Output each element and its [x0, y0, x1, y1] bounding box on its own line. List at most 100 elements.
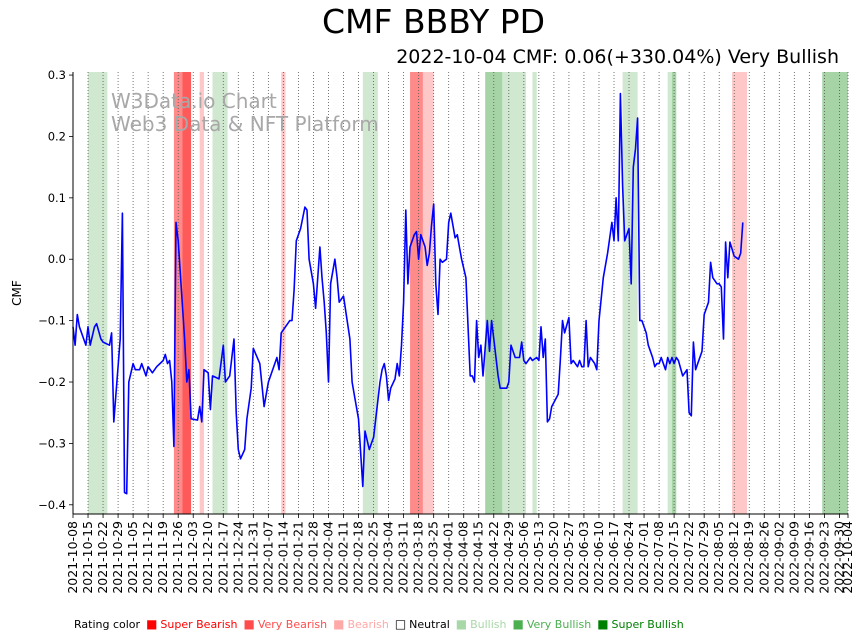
x-tick-label: 2022-08-26: [756, 521, 771, 594]
x-tick-label: 2022-05-13: [531, 521, 546, 594]
rating-band: [182, 72, 192, 514]
legend-item: ■ Bearish: [333, 617, 389, 631]
chart-subtitle: 2022-10-04 CMF: 0.06(+330.04%) Very Bull…: [396, 46, 839, 68]
rating-band: [88, 72, 108, 514]
x-tick-label: 2021-12-31: [245, 521, 260, 594]
y-tick-label: 0.2: [48, 129, 66, 143]
x-tick-label: 2022-05-20: [546, 521, 561, 594]
legend-item-label: Neutral: [409, 617, 450, 631]
x-tick-label: 2022-07-01: [636, 521, 651, 594]
x-tick-label: 2022-08-19: [741, 521, 756, 594]
axes: 2021-10-08 2021-10-15 2021-10-22 2021-10-29…: [38, 68, 855, 594]
x-tick-label: 2022-08-12: [726, 521, 741, 594]
legend-swatch-icon: ■: [597, 617, 609, 631]
rating-band: [622, 72, 638, 514]
x-tick-label: 2021-10-15: [80, 521, 95, 594]
legend-item-label: Bullish: [470, 617, 507, 631]
x-tick-label: 2021-11-26: [170, 521, 185, 594]
rating-band: [410, 72, 423, 514]
rating-band: [532, 72, 537, 514]
y-tick-label: 0.0: [48, 252, 66, 266]
x-tick-label: 2022-06-03: [576, 521, 591, 594]
x-tick-label: 2021-12-17: [215, 521, 230, 594]
x-tick-label: 2022-02-11: [335, 521, 350, 594]
legend-item-label: Super Bearish: [160, 617, 238, 631]
chart-title: CMF BBBY PD: [321, 2, 546, 41]
x-tick-label: 2021-11-19: [155, 521, 170, 594]
rating-band: [671, 72, 677, 514]
x-tick-label: 2022-04-08: [456, 521, 471, 594]
x-tick-label: 2022-03-11: [396, 521, 411, 594]
x-tick-label: 2022-07-29: [696, 521, 711, 594]
x-tick-label: 2022-04-01: [441, 521, 456, 594]
legend-swatch-icon: ■: [146, 617, 158, 631]
x-tick-label: 2022-06-24: [621, 521, 636, 594]
x-tick-label: 2022-09-30: [831, 521, 846, 594]
legend-swatch-icon: □: [394, 617, 407, 631]
x-tick-label: 2022-03-25: [426, 521, 441, 594]
rating-band: [281, 72, 286, 514]
watermark: W3Data.io Chart Web3 Data & NFT Platform: [111, 89, 379, 136]
x-tick-label: 2022-10-04: [840, 521, 855, 594]
rating-band: [667, 72, 672, 514]
x-tick-label: 2022-06-10: [591, 521, 606, 594]
rating-band: [485, 72, 503, 514]
legend-item-label: Very Bullish: [526, 617, 592, 631]
x-tick-label: 2022-09-09: [786, 521, 801, 594]
rating-bands: [88, 72, 848, 514]
cmf-line: [72, 92, 744, 495]
x-tick-label: 2021-11-05: [125, 521, 140, 594]
x-tick-label: 2021-12-10: [200, 521, 215, 594]
rating-band: [362, 72, 378, 514]
legend-item: □ Neutral: [395, 617, 450, 631]
legend-swatch-icon: ■: [333, 617, 345, 631]
legend-item: ■ Super Bearish: [146, 617, 237, 631]
watermark-line-2: Web3 Data & NFT Platform: [111, 112, 379, 136]
x-tick-label: 2022-04-15: [471, 521, 486, 594]
x-tick-label: 2022-04-22: [486, 521, 501, 594]
legend-item: ■ Very Bullish: [513, 617, 592, 631]
legend-item: ■ Super Bullish: [597, 617, 683, 631]
x-tick-label: 2022-07-22: [681, 521, 696, 594]
x-tick-label: 2021-11-12: [140, 521, 155, 594]
x-tick-label: 2022-09-23: [816, 521, 831, 594]
rating-band: [822, 72, 848, 514]
x-tick-label: 2021-10-08: [65, 521, 80, 594]
x-tick-label: 2021-10-29: [110, 521, 125, 594]
x-tick-label: 2022-08-05: [711, 521, 726, 594]
rating-band: [422, 72, 434, 514]
rating-band: [502, 72, 526, 514]
x-tick-label: 2022-01-14: [275, 521, 290, 594]
x-tick-label: 2022-07-15: [666, 521, 681, 594]
y-tick-label: −0.1: [38, 314, 66, 328]
x-tick-label: 2021-12-24: [230, 521, 245, 594]
x-tick-label: 2022-03-04: [381, 521, 396, 594]
x-tick-label: 2022-01-07: [260, 521, 275, 594]
legend-item: ■ Bullish: [456, 617, 507, 631]
x-tick-label: 2022-02-25: [366, 521, 381, 594]
y-tick-label: −0.2: [38, 375, 66, 389]
series-layer: [72, 92, 744, 495]
y-tick-label: −0.4: [38, 498, 66, 512]
x-tick-label: 2022-06-17: [606, 521, 621, 594]
x-tick-label: 2022-09-02: [771, 521, 786, 594]
legend-swatch-icon: ■: [243, 617, 255, 631]
x-tick-label: 2022-02-18: [351, 521, 366, 594]
legend-item-label: Bearish: [347, 617, 389, 631]
x-tick-label: 2022-01-21: [290, 521, 305, 594]
legend-label: Rating color: [74, 617, 141, 631]
x-tick-label: 2022-01-28: [305, 521, 320, 594]
rating-band: [199, 72, 204, 514]
x-tick-label: 2022-05-06: [516, 521, 531, 594]
x-tick-label: 2022-09-16: [801, 521, 816, 594]
legend-item: ■ Very Bearish: [243, 617, 327, 631]
x-tick-label: 2021-12-03: [185, 521, 200, 594]
y-tick-label: 0.1: [48, 191, 66, 205]
legend-item-label: Super Bullish: [611, 617, 684, 631]
x-tick-label: 2021-10-22: [95, 521, 110, 594]
rating-band: [212, 72, 228, 514]
legend-swatch-icon: ■: [455, 617, 468, 631]
x-tick-label: 2022-07-08: [651, 521, 666, 594]
y-tick-label: −0.3: [38, 436, 66, 450]
